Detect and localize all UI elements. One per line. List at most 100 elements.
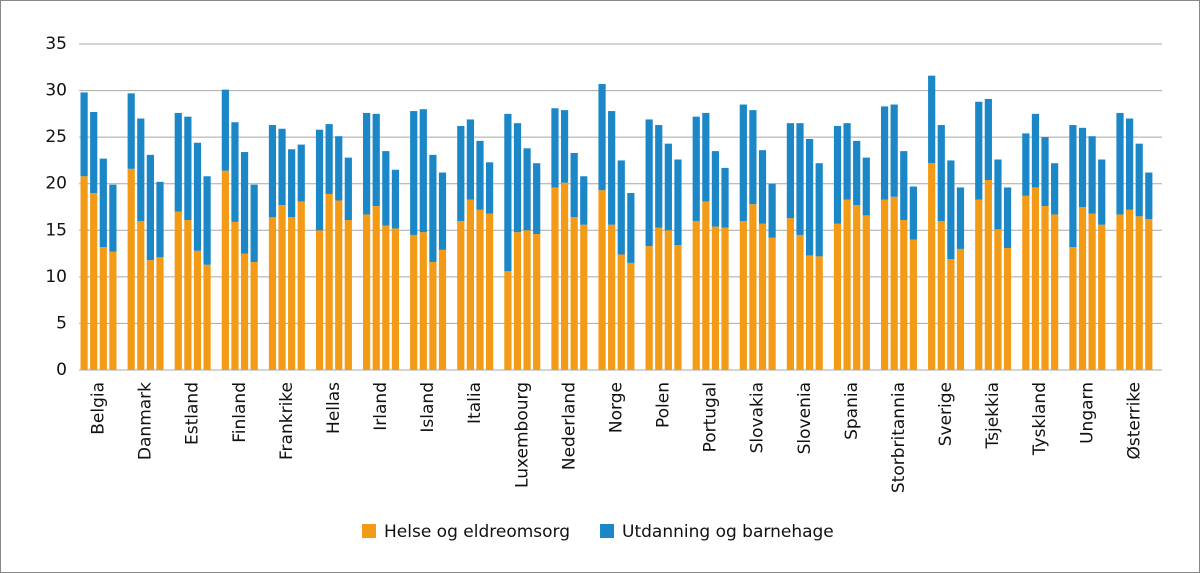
- bar-segment: [739, 220, 747, 370]
- bar-segment: [768, 183, 776, 238]
- bar-segment: [109, 184, 117, 252]
- bar-segment: [146, 154, 154, 261]
- bar-segment: [843, 199, 851, 370]
- bar-segment: [928, 163, 936, 370]
- bar-segment: [240, 152, 249, 254]
- bar-segment: [560, 182, 569, 370]
- bar-segment: [382, 151, 390, 226]
- legend-label: Helse og eldreomsorg: [384, 522, 570, 542]
- bar-segment: [674, 245, 682, 370]
- bar-segment: [1145, 172, 1153, 220]
- legend-swatch: [600, 524, 615, 538]
- bar-segment: [297, 201, 305, 370]
- bar-segment: [768, 237, 776, 370]
- bar-segment: [1022, 133, 1030, 196]
- x-tick-label: Spania: [842, 382, 862, 440]
- bar-segment: [721, 227, 729, 370]
- bar-segment: [193, 250, 202, 370]
- bar-segment: [127, 93, 135, 169]
- x-tick-label: Tyskland: [1030, 382, 1050, 456]
- bar-segment: [551, 108, 559, 188]
- bar-segment: [174, 211, 182, 370]
- bar-segment: [1041, 206, 1049, 370]
- bar-segment: [796, 123, 804, 235]
- bar-segment: [438, 249, 447, 370]
- bar-segment: [476, 140, 484, 210]
- bar-segment: [975, 101, 983, 200]
- bar-segment: [466, 119, 474, 200]
- bar-segment: [504, 271, 512, 370]
- bar-segment: [1031, 187, 1040, 370]
- bar-segment: [1116, 112, 1124, 215]
- bar-segment: [758, 223, 767, 370]
- x-tick-label: Frankrike: [277, 382, 297, 460]
- bar-segment: [438, 172, 447, 250]
- bar-segment: [513, 123, 522, 233]
- bar-segment: [749, 204, 757, 370]
- bar-segment: [419, 109, 427, 233]
- bar-segment: [1126, 118, 1134, 210]
- bar-segment: [1078, 127, 1087, 207]
- bar-segment: [457, 220, 465, 370]
- bar-segment: [617, 254, 625, 370]
- x-tick-label: Belgia: [89, 382, 109, 435]
- bar-segment: [937, 220, 945, 370]
- bar-segment: [890, 104, 898, 197]
- bar-segment: [184, 220, 192, 370]
- bar-segment: [598, 84, 606, 191]
- bar-segment: [909, 186, 917, 240]
- bar-segment: [833, 125, 842, 224]
- x-tick-label: Italia: [465, 382, 485, 424]
- bar-segment: [466, 199, 474, 370]
- bar-segment: [608, 224, 616, 370]
- bar-segment: [391, 169, 400, 229]
- bar-segment: [203, 176, 211, 265]
- bar-segment: [711, 226, 720, 370]
- bar-segment: [137, 118, 145, 221]
- bar-segment: [1069, 247, 1077, 370]
- bar-segment: [815, 256, 823, 370]
- bar-segment: [598, 190, 606, 370]
- y-tick-label: 20: [45, 174, 67, 194]
- bar-segment: [485, 162, 494, 214]
- x-tick-label: Polen: [654, 382, 674, 428]
- bar-segment: [174, 112, 182, 212]
- bar-segment: [288, 149, 296, 218]
- y-tick-label: 0: [56, 360, 67, 380]
- bar-segment: [315, 230, 324, 370]
- bar-segment: [127, 168, 135, 370]
- legend-label: Utdanning og barnehage: [622, 522, 834, 542]
- bar-segment: [1088, 136, 1096, 214]
- bar-segment: [843, 123, 851, 200]
- bar-segment: [1078, 207, 1087, 370]
- bar-segment: [325, 124, 333, 194]
- bar-segment: [419, 232, 427, 370]
- bar-segment: [786, 218, 795, 370]
- bar-segment: [570, 152, 578, 218]
- bar-segment: [833, 223, 842, 370]
- bar-segment: [429, 261, 437, 370]
- bar-segment: [890, 196, 898, 370]
- bar-segment: [156, 257, 164, 370]
- bar-segment: [1069, 125, 1077, 248]
- bar-segment: [90, 111, 98, 194]
- bar-segment: [1126, 209, 1134, 370]
- bar-segment: [231, 122, 239, 222]
- bar-segment: [156, 181, 164, 258]
- bar-segment: [862, 215, 870, 370]
- bar-segment: [184, 116, 192, 221]
- bar-segment: [692, 116, 700, 221]
- x-tick-label: Finland: [230, 382, 250, 443]
- bar-segment: [1116, 214, 1124, 370]
- bar-segment: [1003, 247, 1012, 370]
- bar-segment: [335, 136, 343, 201]
- bar-segment: [796, 234, 804, 370]
- bar-segment: [786, 123, 795, 219]
- bar-segment: [739, 104, 747, 221]
- bar-segment: [947, 160, 955, 260]
- bar-segment: [250, 184, 258, 262]
- bar-segment: [221, 89, 229, 171]
- bar-segment: [1145, 219, 1153, 370]
- bar-segment: [627, 262, 635, 370]
